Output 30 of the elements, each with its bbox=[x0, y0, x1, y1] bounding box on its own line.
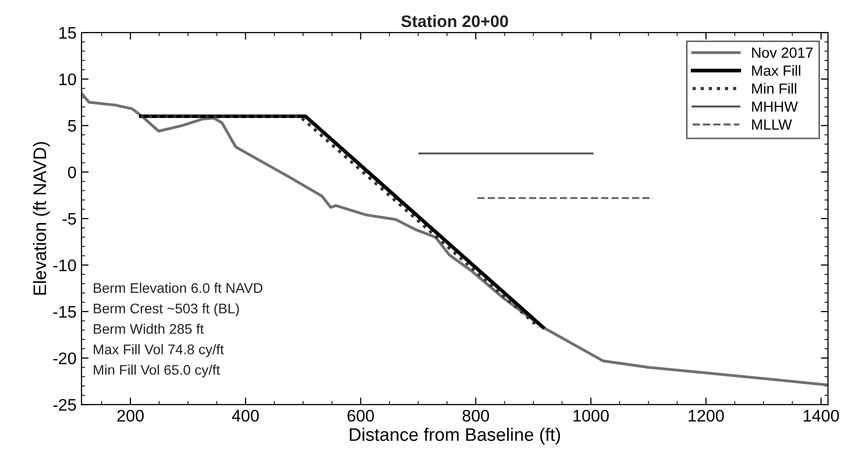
y-tick-label: 10 bbox=[59, 73, 76, 86]
x-tick-label: 1200 bbox=[688, 410, 724, 422]
x-tick-label: 800 bbox=[462, 410, 489, 422]
y-axis-title: Elevation (ft NAVD) bbox=[32, 142, 50, 295]
annotation: Berm Crest ~503 ft (BL) bbox=[94, 303, 239, 316]
x-tick-label: 1000 bbox=[574, 410, 609, 422]
x-tick-label: 600 bbox=[348, 410, 374, 422]
y-tick-label: 15 bbox=[59, 27, 76, 39]
annotation: Max Fill Vol 74.8 cy/ft bbox=[94, 344, 224, 358]
legend-label: Nov 2017 bbox=[752, 48, 813, 58]
x-tick-label: 200 bbox=[117, 410, 144, 422]
legend-label: Min Fill bbox=[752, 83, 796, 94]
y-tick-label: -15 bbox=[53, 306, 76, 318]
x-axis-title: Distance from Baseline (ft) bbox=[350, 428, 560, 445]
legend-label: MLLW bbox=[752, 120, 792, 130]
line-series bbox=[82, 92, 828, 386]
annotation: Berm Elevation 6.0 ft NAVD bbox=[94, 282, 262, 293]
y-tick-label: 5 bbox=[68, 120, 76, 132]
y-tick-label: -25 bbox=[53, 398, 76, 411]
annotation: Min Fill Vol 65.0 cy/ft bbox=[94, 364, 220, 378]
legend-label: Max Fill bbox=[752, 65, 800, 76]
y-tick-label: -10 bbox=[53, 259, 76, 272]
y-tick-label: 0 bbox=[68, 166, 76, 178]
chart-title: Station 20+00 bbox=[401, 14, 508, 28]
annotation: Berm Width 285 ft bbox=[94, 324, 204, 334]
legend-label: MHHW bbox=[752, 102, 798, 112]
y-tick-label: -20 bbox=[53, 352, 76, 364]
x-tick-label: 400 bbox=[232, 410, 259, 422]
y-tick-label: -5 bbox=[62, 213, 76, 225]
x-tick-label: 1400 bbox=[804, 410, 839, 422]
